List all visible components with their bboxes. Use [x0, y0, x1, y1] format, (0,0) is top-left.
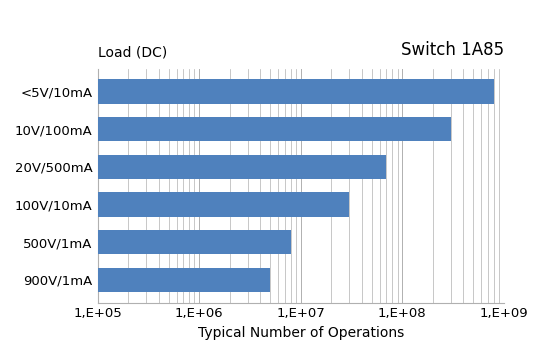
Bar	[0, 268, 270, 292]
Text: Load (DC): Load (DC)	[98, 45, 167, 59]
Bar	[0, 230, 291, 254]
Bar	[0, 192, 349, 217]
Bar	[0, 117, 451, 142]
Text: Switch 1A85: Switch 1A85	[401, 42, 504, 59]
Bar	[0, 155, 387, 179]
Bar	[0, 80, 494, 104]
X-axis label: Typical Number of Operations: Typical Number of Operations	[198, 326, 404, 340]
